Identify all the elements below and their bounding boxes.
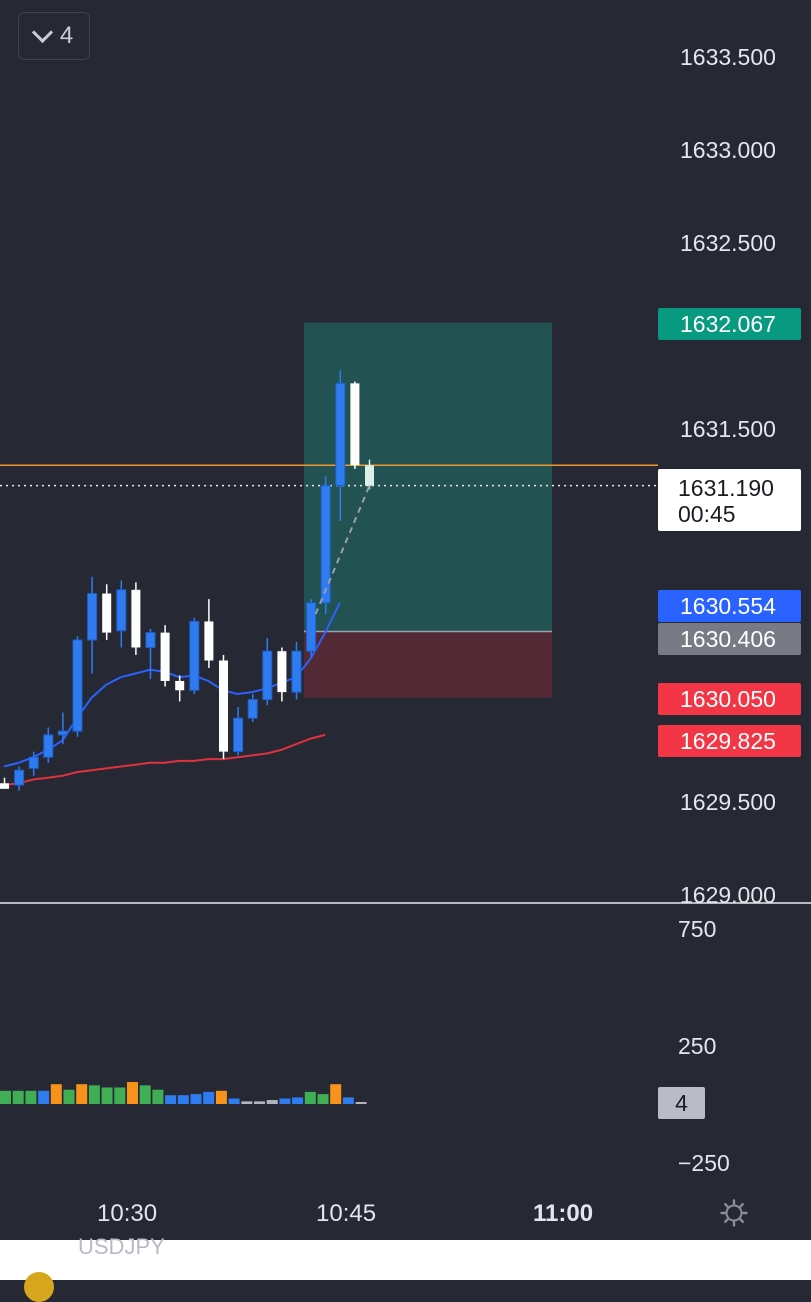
- current-price-tag: 1631.190 00:45: [658, 469, 801, 531]
- volume-bar: [152, 1089, 164, 1104]
- candle-body: [175, 680, 185, 691]
- symbol-watermark: USDJPY: [78, 1234, 165, 1259]
- fast-ma-price-tag: 1630.554: [658, 590, 801, 622]
- loss-zone: [304, 631, 552, 698]
- fast-ma-line: [3, 602, 341, 768]
- volume-bar: [330, 1084, 342, 1104]
- volume-bar: [317, 1094, 329, 1104]
- volume-bar: [63, 1089, 75, 1104]
- profit-zone: [304, 322, 552, 632]
- volume-value-tag: 4: [658, 1087, 705, 1119]
- volume-bar: [355, 1102, 367, 1104]
- volume-tick: −250: [678, 1150, 730, 1176]
- volume-bar: [266, 1100, 278, 1104]
- candle-body: [247, 699, 258, 719]
- gear-icon[interactable]: [720, 1199, 748, 1227]
- chevron-down-icon: [31, 21, 53, 44]
- candle-body: [87, 593, 98, 641]
- volume-bar: [0, 1090, 11, 1104]
- candle-body: [145, 632, 156, 648]
- chart-canvas[interactable]: [0, 0, 811, 1240]
- price-tick: 1633.500: [680, 44, 776, 70]
- volume-bar: [292, 1097, 304, 1104]
- time-tick: 10:30: [97, 1200, 158, 1227]
- volume-bar: [190, 1094, 202, 1104]
- bottom-toolbar: [0, 1240, 811, 1280]
- candle-body: [350, 383, 360, 466]
- candle-body: [102, 593, 112, 633]
- volume-bar: [215, 1090, 227, 1104]
- candle-body: [116, 589, 127, 632]
- volume-bar: [165, 1095, 177, 1104]
- candle-body: [189, 620, 200, 691]
- candle-body: [28, 756, 39, 769]
- volume-bar: [127, 1082, 138, 1104]
- candle-body: [57, 730, 68, 736]
- candle-body: [0, 783, 9, 789]
- volume-bar: [114, 1087, 126, 1104]
- coin-icon: [24, 1272, 54, 1302]
- time-tick: 10:45: [316, 1200, 377, 1227]
- candle-body: [320, 485, 331, 604]
- volume-tick: 250: [678, 1033, 717, 1059]
- candle-body: [291, 650, 302, 693]
- collapse-indicators-button[interactable]: 4: [18, 12, 90, 60]
- volume-bar: [76, 1084, 88, 1104]
- indicator-count: 4: [59, 22, 74, 49]
- candle-body: [14, 769, 25, 786]
- volume-bar: [50, 1084, 62, 1104]
- time-tick-highlight: 11:00: [533, 1200, 594, 1227]
- volume-bar: [228, 1098, 240, 1104]
- candle-body: [262, 650, 273, 701]
- candle-body: [335, 382, 346, 487]
- candle-body: [365, 465, 374, 486]
- candle-body: [219, 660, 228, 752]
- volume-bar: [254, 1101, 265, 1104]
- slow-ma-price-tag: 1629.825: [658, 725, 801, 757]
- volume-bar: [279, 1098, 291, 1104]
- slow-ma-line: [3, 733, 326, 787]
- price-tick: 1631.500: [680, 416, 776, 442]
- volume-bar: [342, 1097, 354, 1104]
- candle-body: [43, 734, 54, 758]
- volume-bar: [25, 1090, 37, 1104]
- stop-loss-price-tag: 1630.050: [658, 683, 801, 715]
- candle-body: [160, 632, 170, 681]
- projection-line: [314, 485, 371, 615]
- price-tick: 1633.000: [680, 137, 776, 163]
- candle-body: [306, 602, 317, 652]
- candle-body: [233, 717, 244, 753]
- volume-bar: [139, 1085, 151, 1104]
- current-price-value: 1631.190: [678, 475, 774, 501]
- entry-price-tag: 1630.406: [658, 623, 801, 655]
- price-tick: 1629.500: [680, 789, 776, 815]
- volume-bar: [177, 1095, 189, 1104]
- volume-bar: [12, 1090, 24, 1104]
- volume-bar: [241, 1101, 253, 1104]
- volume-bar: [304, 1091, 316, 1104]
- volume-bar: [101, 1087, 113, 1104]
- bar-countdown: 00:45: [678, 501, 736, 527]
- candle-body: [72, 639, 83, 732]
- candle-body: [131, 589, 141, 648]
- price-tick: 1632.500: [680, 230, 776, 256]
- volume-bar: [88, 1085, 100, 1104]
- volume-tick: 750: [678, 916, 717, 942]
- candle-body: [277, 651, 287, 693]
- take-profit-price-tag: 1632.067: [658, 308, 801, 340]
- price-tick: 1629.000: [680, 882, 776, 908]
- volume-bar: [38, 1090, 50, 1104]
- volume-bar: [203, 1091, 215, 1104]
- candle-body: [204, 621, 214, 661]
